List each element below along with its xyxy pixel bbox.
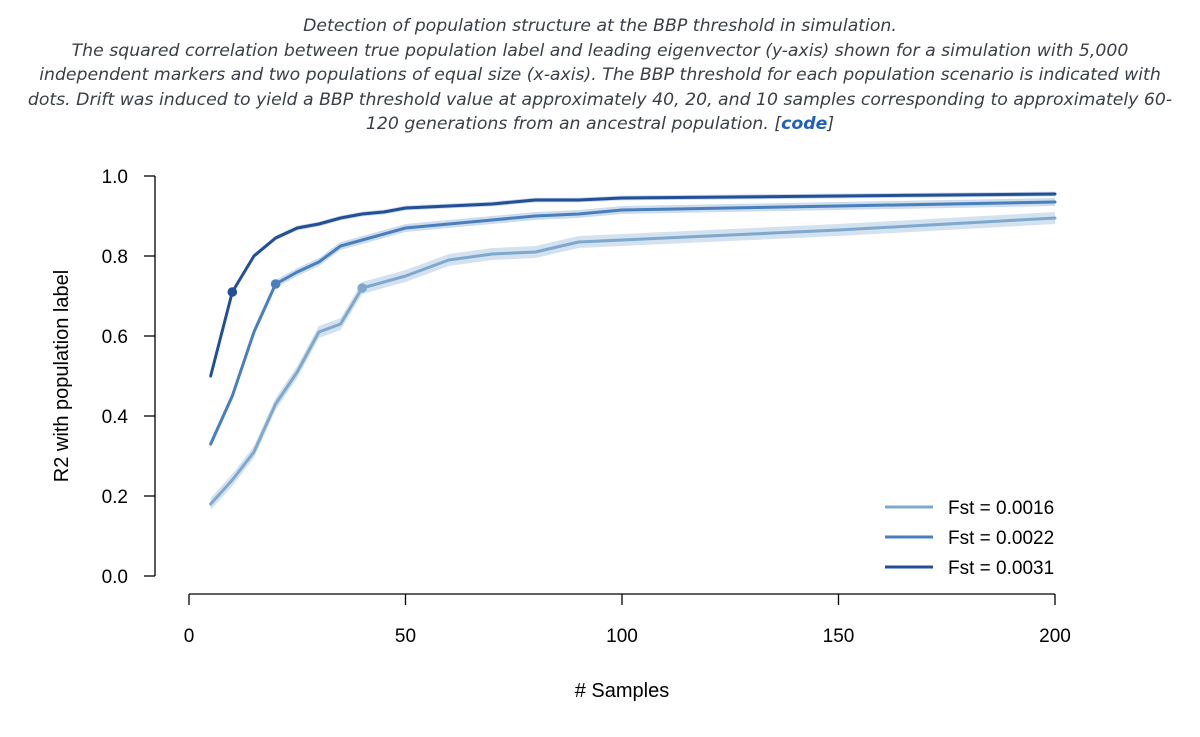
y-tick-label: 0.6 <box>102 327 128 348</box>
legend-label-series-3: Fst = 0.0031 <box>948 558 1054 579</box>
x-tick-label: 0 <box>184 626 195 647</box>
bbp-threshold-dot-series-1 <box>357 283 368 293</box>
y-axis: 0.0 0.2 0.4 0.6 0.8 1.0 <box>102 167 156 588</box>
caption-text: The squared correlation between true pop… <box>27 40 1173 135</box>
x-tick-label: 50 <box>395 626 416 647</box>
y-tick-label: 0.0 <box>102 567 128 588</box>
y-tick-label: 1.0 <box>102 167 128 188</box>
series-line-2 <box>209 200 1057 446</box>
y-axis-label: R2 with population label <box>51 270 73 482</box>
series-lines <box>209 192 1057 506</box>
code-link-open: [ <box>774 114 782 134</box>
series-line-1 <box>209 216 1057 506</box>
legend-label-series-1: Fst = 0.0016 <box>948 498 1054 519</box>
figure-caption: Detection of population structure at the… <box>20 14 1180 137</box>
bbp-threshold-dot-series-3 <box>227 287 238 297</box>
x-tick-label: 200 <box>1039 626 1071 647</box>
confidence-band-series-1 <box>210 212 1055 510</box>
y-tick-label: 0.8 <box>102 247 128 268</box>
x-axis: 0 50 100 150 200 <box>184 593 1071 647</box>
code-link-close: ] <box>827 114 835 134</box>
series-line-3 <box>209 192 1057 378</box>
bbp-threshold-dot-series-2 <box>270 279 281 289</box>
y-tick-label: 0.2 <box>102 487 128 508</box>
x-tick-label: 100 <box>606 626 638 647</box>
x-tick-label: 150 <box>823 626 855 647</box>
threshold-markers <box>227 279 368 297</box>
code-link[interactable]: code <box>781 114 828 134</box>
legend-label-series-2: Fst = 0.0022 <box>948 528 1054 549</box>
x-axis-label: # Samples <box>575 680 670 702</box>
y-tick-label: 0.4 <box>102 407 129 428</box>
legend: Fst = 0.0016 Fst = 0.0022 Fst = 0.0031 <box>885 498 1054 579</box>
caption-title: Detection of population structure at the… <box>303 16 897 36</box>
caption-body: The squared correlation between true pop… <box>20 39 1180 137</box>
